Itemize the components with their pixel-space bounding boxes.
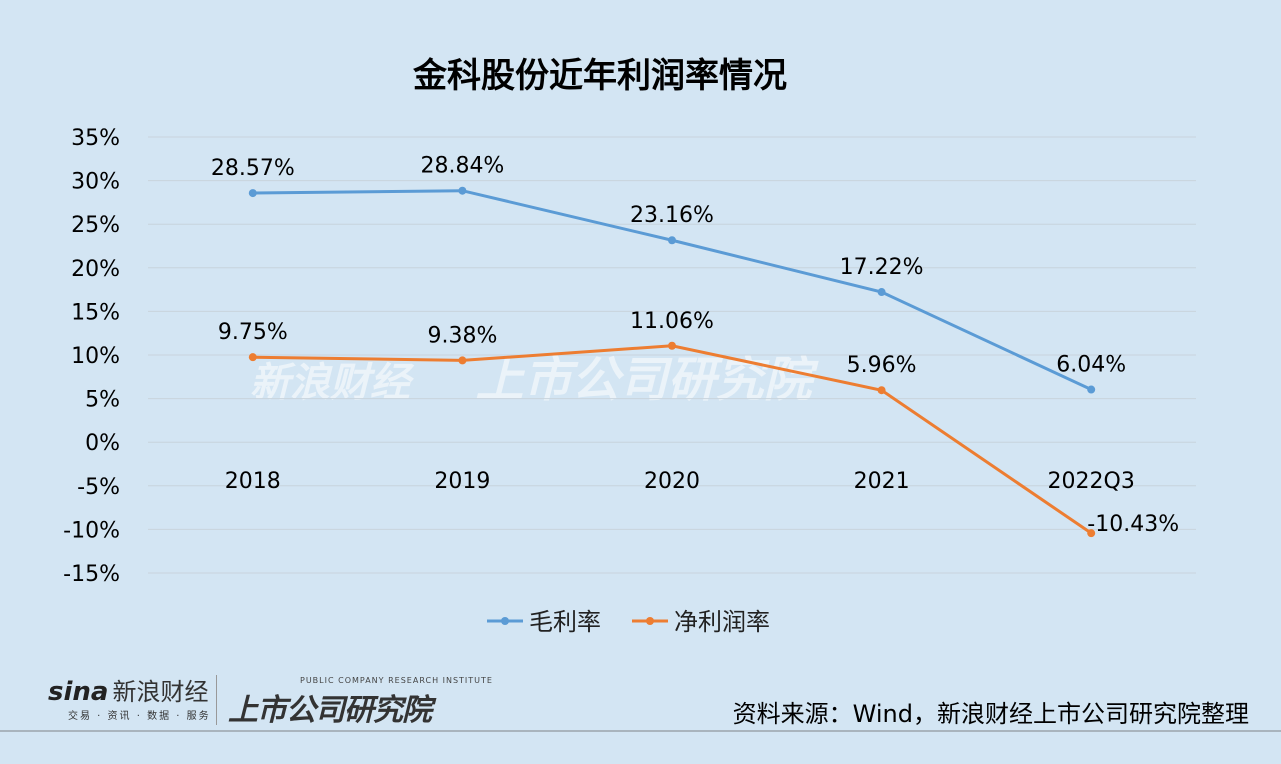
y-tick-label: 25% bbox=[71, 213, 120, 238]
data-label: 5.96% bbox=[847, 353, 917, 378]
data-label: 28.57% bbox=[211, 156, 295, 181]
footer-divider bbox=[0, 730, 1281, 732]
data-label: 9.38% bbox=[427, 323, 497, 348]
y-tick-label: 10% bbox=[71, 344, 120, 369]
legend-label: 毛利率 bbox=[529, 608, 601, 636]
y-tick-label: -10% bbox=[63, 518, 120, 543]
data-point bbox=[458, 356, 467, 365]
source-note: 资料来源：Wind，新浪财经上市公司研究院整理 bbox=[732, 700, 1249, 728]
data-label: 11.06% bbox=[630, 309, 714, 334]
series-line-net-margin bbox=[252, 344, 1093, 535]
data-label: 9.75% bbox=[218, 320, 288, 345]
data-point bbox=[877, 386, 886, 395]
legend-marker bbox=[646, 617, 654, 625]
x-tick-label: 2022Q3 bbox=[1048, 469, 1135, 494]
data-point bbox=[1087, 385, 1096, 394]
data-point bbox=[1087, 529, 1096, 538]
data-point bbox=[668, 236, 676, 245]
x-tick-label: 2019 bbox=[434, 469, 490, 494]
logo-divider bbox=[216, 675, 217, 725]
data-label: 17.22% bbox=[840, 255, 924, 280]
legend-marker bbox=[501, 617, 509, 625]
y-tick-label: 35% bbox=[71, 126, 120, 151]
data-label: 28.84% bbox=[420, 154, 504, 179]
x-tick-label: 2021 bbox=[854, 469, 910, 494]
sina-sub: 交易 · 资讯 · 数据 · 服务 bbox=[68, 711, 211, 722]
institute-logo: PUBLIC COMPANY RESEARCH INSTITUTE 上市公司研究… bbox=[228, 676, 493, 729]
x-tick-label: 2020 bbox=[644, 469, 700, 494]
chart-title: 金科股份近年利润率情况 bbox=[413, 56, 787, 96]
data-point bbox=[248, 189, 257, 198]
sina-brand: sina bbox=[48, 677, 109, 707]
y-tick-label: 0% bbox=[85, 431, 120, 456]
y-tick-label: -5% bbox=[77, 475, 120, 500]
sina-finance-logo: sina 新浪财经 交易 · 资讯 · 数据 · 服务 bbox=[48, 672, 211, 722]
y-tick-label: 15% bbox=[71, 300, 120, 325]
y-tick-label: 30% bbox=[71, 170, 120, 195]
data-label: -10.43% bbox=[1087, 512, 1179, 537]
data-point bbox=[668, 341, 676, 350]
institute-en: PUBLIC COMPANY RESEARCH INSTITUTE bbox=[300, 676, 493, 685]
y-tick-label: 5% bbox=[85, 388, 120, 413]
y-tick-label: 20% bbox=[71, 257, 120, 282]
legend-label: 净利润率 bbox=[674, 608, 770, 636]
data-point bbox=[877, 288, 886, 297]
data-label: 6.04% bbox=[1056, 353, 1126, 378]
data-label: 23.16% bbox=[630, 203, 714, 228]
data-point bbox=[458, 186, 467, 195]
line-chart: 35% 30% 25% 20% 15% 10% 5% 0% -5% -10% -15% 2018 201… bbox=[63, 126, 1196, 636]
data-point bbox=[248, 353, 257, 362]
x-tick-label: 2018 bbox=[225, 469, 281, 494]
sina-cn: 新浪财经 bbox=[112, 678, 209, 706]
y-tick-label: -15% bbox=[63, 562, 120, 587]
institute-cn: 上市公司研究院 bbox=[228, 693, 432, 728]
